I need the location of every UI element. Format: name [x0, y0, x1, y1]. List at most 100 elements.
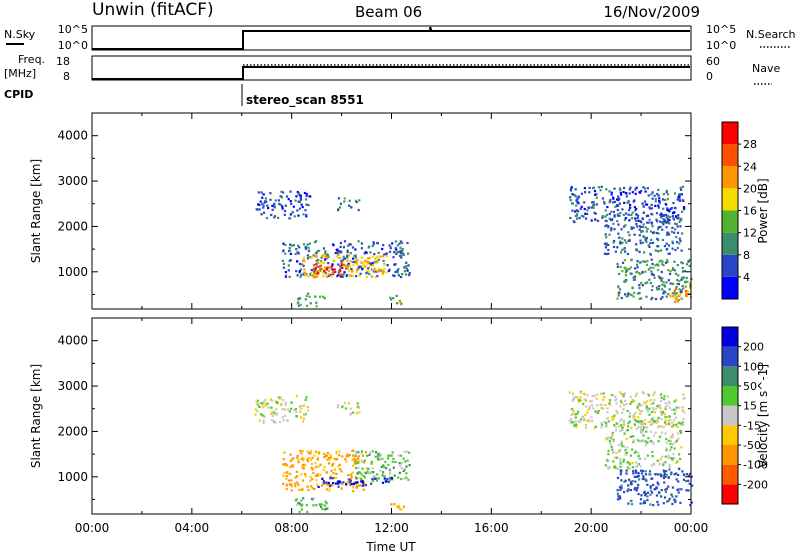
data-cell — [644, 260, 647, 263]
data-cell — [650, 258, 653, 261]
data-cell — [364, 265, 367, 268]
data-cell — [389, 472, 392, 475]
data-cell — [643, 457, 647, 460]
data-cell — [358, 411, 361, 414]
data-cell — [381, 247, 384, 251]
data-cell — [405, 476, 408, 479]
data-cell — [641, 430, 645, 433]
data-cell — [296, 475, 299, 478]
data-cell — [680, 188, 683, 191]
data-cell — [326, 256, 329, 259]
data-cell — [262, 206, 265, 209]
data-cell — [627, 292, 630, 295]
data-cell — [623, 247, 626, 250]
data-cell — [674, 441, 677, 444]
data-cell — [322, 468, 325, 471]
data-cell — [300, 404, 303, 407]
data-cell — [652, 463, 655, 466]
data-cell — [681, 470, 684, 473]
data-cell — [647, 268, 650, 271]
data-cell — [570, 186, 573, 189]
data-cell — [682, 423, 685, 427]
data-cell — [676, 246, 679, 250]
colorbar-swatch — [722, 166, 738, 189]
data-cell — [290, 407, 293, 410]
data-cell — [309, 273, 312, 276]
data-cell — [642, 475, 645, 478]
data-cell — [675, 472, 678, 475]
data-cell — [269, 192, 272, 195]
data-cell — [572, 412, 575, 415]
data-cell — [681, 421, 684, 424]
x-tick-label: 04:00 — [175, 521, 210, 535]
data-cell — [672, 201, 675, 205]
data-cell — [652, 483, 655, 487]
data-cell — [607, 243, 610, 247]
data-cell — [666, 221, 669, 224]
data-cell — [604, 225, 607, 228]
data-cell — [292, 457, 295, 460]
data-cell — [269, 198, 272, 201]
data-cell — [628, 412, 631, 415]
data-cell — [646, 499, 649, 502]
data-cell — [648, 278, 651, 281]
data-cell — [619, 462, 622, 465]
data-cell — [665, 447, 668, 450]
data-cell — [632, 276, 635, 279]
data-cell — [635, 465, 639, 468]
data-cell — [665, 438, 668, 441]
data-cell — [633, 488, 636, 491]
data-cell — [599, 189, 602, 192]
data-cell — [355, 462, 358, 465]
data-cell — [343, 271, 346, 274]
data-cell — [302, 243, 306, 246]
data-cell — [590, 416, 593, 419]
data-cell — [650, 230, 653, 233]
freq-left-tick-top: 18 — [56, 55, 70, 68]
data-cell — [580, 192, 583, 195]
colorbar-tick-label: -200 — [743, 478, 768, 491]
data-cell — [274, 421, 277, 424]
data-cell — [661, 238, 664, 242]
data-cell — [680, 217, 683, 220]
data-cell — [667, 422, 671, 425]
data-cell — [674, 293, 677, 296]
data-cell — [619, 189, 622, 192]
data-cell — [666, 207, 669, 210]
data-cell — [619, 473, 622, 476]
data-cell — [392, 256, 395, 259]
data-cell — [317, 465, 320, 468]
data-cell — [607, 453, 610, 456]
data-cell — [313, 454, 316, 457]
data-cell — [368, 256, 371, 259]
data-cell — [622, 393, 625, 396]
data-cell — [388, 244, 391, 247]
data-cell — [289, 259, 292, 262]
data-cell — [672, 453, 675, 456]
data-cell — [329, 475, 332, 478]
data-cell — [372, 270, 375, 273]
data-cell — [284, 274, 288, 277]
data-cell — [617, 198, 620, 202]
data-cell — [680, 278, 683, 281]
data-cell — [593, 394, 596, 397]
data-cell — [297, 192, 300, 195]
data-cell — [686, 290, 689, 293]
data-cell — [631, 480, 634, 483]
data-cell — [579, 396, 582, 399]
data-cell — [407, 264, 410, 267]
nave-right-tick-top: 60 — [706, 55, 720, 68]
data-cell — [654, 431, 657, 434]
data-cell — [351, 411, 355, 414]
data-cell — [284, 403, 287, 406]
data-cell — [304, 475, 307, 478]
data-cell — [648, 218, 651, 221]
data-cell — [651, 225, 654, 228]
data-cell — [675, 235, 678, 239]
data-cell — [300, 203, 303, 206]
data-cell — [320, 261, 323, 264]
data-cell — [323, 274, 326, 277]
data-cell — [313, 270, 316, 274]
data-cell — [650, 212, 653, 216]
data-cell — [624, 280, 627, 283]
